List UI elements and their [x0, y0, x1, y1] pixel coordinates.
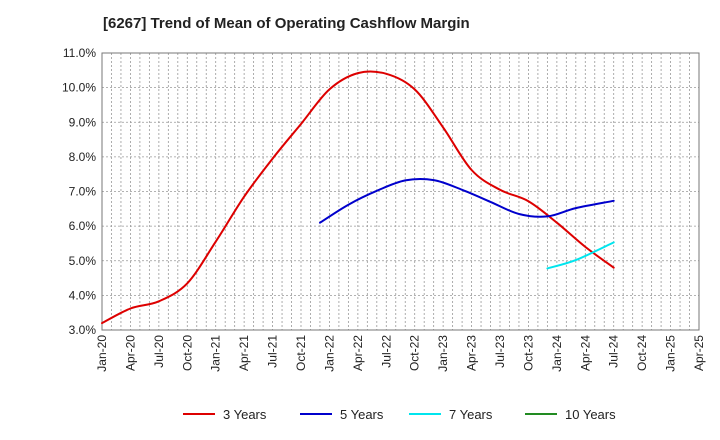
y-axis-ticks: 3.0% 4.0% 5.0% 6.0% 7.0% 8.0% 9.0% 10.0% 11.0% — [62, 46, 96, 337]
x-axis-ticks: Jan-20 Apr-20 Jul-20 Oct-20 Jan-21 Apr-21 Jul-… — [95, 335, 706, 372]
y-tick-label: 11.0% — [63, 46, 96, 60]
x-tick-label: Apr-21 — [237, 335, 251, 371]
x-tick-label: Jan-22 — [322, 335, 336, 372]
series-lines — [101, 70, 615, 325]
series-line-7-years — [546, 241, 615, 270]
x-tick-label: Apr-24 — [578, 335, 592, 371]
legend-label-7-years: 7 Years — [449, 407, 493, 422]
legend-label-10-years: 10 Years — [565, 407, 616, 422]
x-tick-label: Jul-21 — [266, 335, 280, 368]
x-tick-label: Apr-25 — [692, 335, 706, 371]
y-tick-label: 5.0% — [69, 254, 97, 268]
x-tick-label: Jul-20 — [152, 335, 166, 368]
y-tick-label: 4.0% — [69, 288, 97, 302]
x-tick-label: Jan-20 — [95, 335, 109, 372]
plot-frame — [101, 52, 700, 331]
series-line-3-years — [101, 70, 615, 325]
x-tick-label: Jul-24 — [607, 335, 621, 368]
x-tick-label: Oct-24 — [635, 335, 649, 371]
y-tick-label: 9.0% — [69, 115, 97, 129]
x-tick-label: Jan-21 — [209, 335, 223, 372]
y-tick-label: 8.0% — [69, 150, 97, 164]
y-tick-label: 6.0% — [69, 219, 97, 233]
legend-label-3-years: 3 Years — [223, 407, 267, 422]
y-tick-label: 10.0% — [62, 81, 96, 95]
y-tick-label: 3.0% — [69, 323, 97, 337]
x-tick-label: Oct-21 — [294, 335, 308, 371]
x-tick-label: Jan-23 — [436, 335, 450, 372]
x-tick-label: Apr-20 — [123, 335, 137, 371]
legend-label-5-years: 5 Years — [340, 407, 384, 422]
x-tick-label: Apr-23 — [465, 335, 479, 371]
x-tick-label: Oct-20 — [180, 335, 194, 371]
legend: 3 Years 5 Years 7 Years 10 Years — [183, 407, 616, 422]
x-tick-label: Jul-22 — [379, 335, 393, 368]
x-tick-label: Oct-22 — [408, 335, 422, 371]
series-line-5-years — [319, 177, 615, 224]
chart-title: [6267] Trend of Mean of Operating Cashfl… — [103, 15, 470, 32]
x-tick-label: Oct-23 — [521, 335, 535, 371]
x-tick-label: Jan-25 — [664, 335, 678, 372]
y-tick-label: 7.0% — [69, 185, 97, 199]
x-tick-label: Jan-24 — [550, 335, 564, 372]
x-tick-label: Jul-23 — [493, 335, 507, 368]
x-tick-label: Apr-22 — [351, 335, 365, 371]
